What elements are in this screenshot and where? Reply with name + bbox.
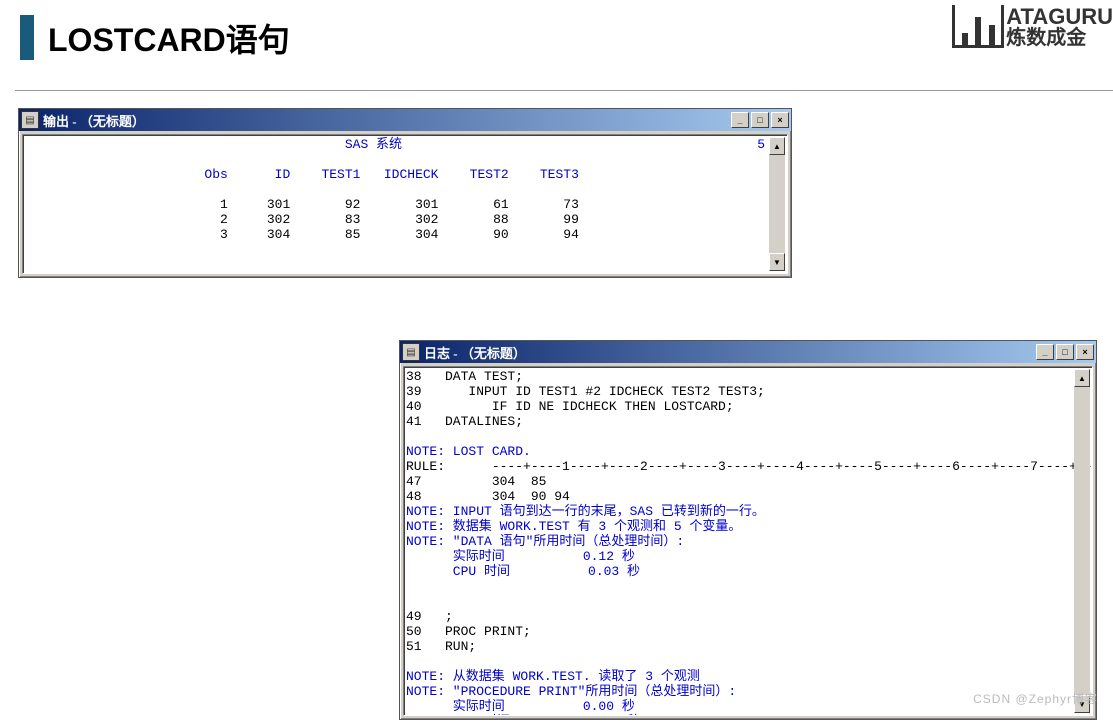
maximize-button[interactable]: □ <box>1056 344 1074 360</box>
scrollbar[interactable]: ▲ ▼ <box>1074 369 1090 713</box>
scroll-down-button[interactable]: ▼ <box>769 253 785 271</box>
minimize-button[interactable]: _ <box>1036 344 1054 360</box>
divider <box>15 90 1113 91</box>
output-title: 输出 - （无标题） <box>43 111 729 130</box>
maximize-button[interactable]: □ <box>751 112 769 128</box>
close-button[interactable]: × <box>1076 344 1094 360</box>
watermark: CSDN @Zephyr博客 <box>973 690 1098 707</box>
document-icon: ▤ <box>21 111 39 129</box>
log-title: 日志 - （无标题） <box>424 343 1034 362</box>
accent-bar <box>20 15 34 60</box>
minimize-button[interactable]: _ <box>731 112 749 128</box>
slide-header: LOSTCARD语句 ATAGURU 炼数成金 <box>0 0 1113 95</box>
log-window: ▤ 日志 - （无标题） _ □ × 38 DATA TEST; 39 INPU… <box>399 340 1097 720</box>
close-button[interactable]: × <box>771 112 789 128</box>
output-content: SAS 系统5 Obs ID TEST1 IDCHECK TEST2 TEST3… <box>25 137 769 271</box>
logo-text-cn: 炼数成金 <box>1006 28 1113 48</box>
scroll-up-button[interactable]: ▲ <box>769 137 785 155</box>
bar-chart-icon <box>952 5 1004 48</box>
output-titlebar[interactable]: ▤ 输出 - （无标题） _ □ × <box>19 109 791 131</box>
scrollbar[interactable]: ▲ ▼ <box>769 137 785 271</box>
document-icon: ▤ <box>402 343 420 361</box>
scroll-up-button[interactable]: ▲ <box>1074 369 1090 387</box>
log-titlebar[interactable]: ▤ 日志 - （无标题） _ □ × <box>400 341 1096 363</box>
page-title: LOSTCARD语句 <box>48 15 290 61</box>
log-content: 38 DATA TEST; 39 INPUT ID TEST1 #2 IDCHE… <box>406 369 1074 713</box>
log-client: 38 DATA TEST; 39 INPUT ID TEST1 #2 IDCHE… <box>403 366 1093 716</box>
output-client: SAS 系统5 Obs ID TEST1 IDCHECK TEST2 TEST3… <box>22 134 788 274</box>
logo-text-en: ATAGURU <box>1006 6 1113 28</box>
output-window: ▤ 输出 - （无标题） _ □ × SAS 系统5 Obs ID TEST1 … <box>18 108 792 278</box>
logo: ATAGURU 炼数成金 <box>952 5 1113 48</box>
